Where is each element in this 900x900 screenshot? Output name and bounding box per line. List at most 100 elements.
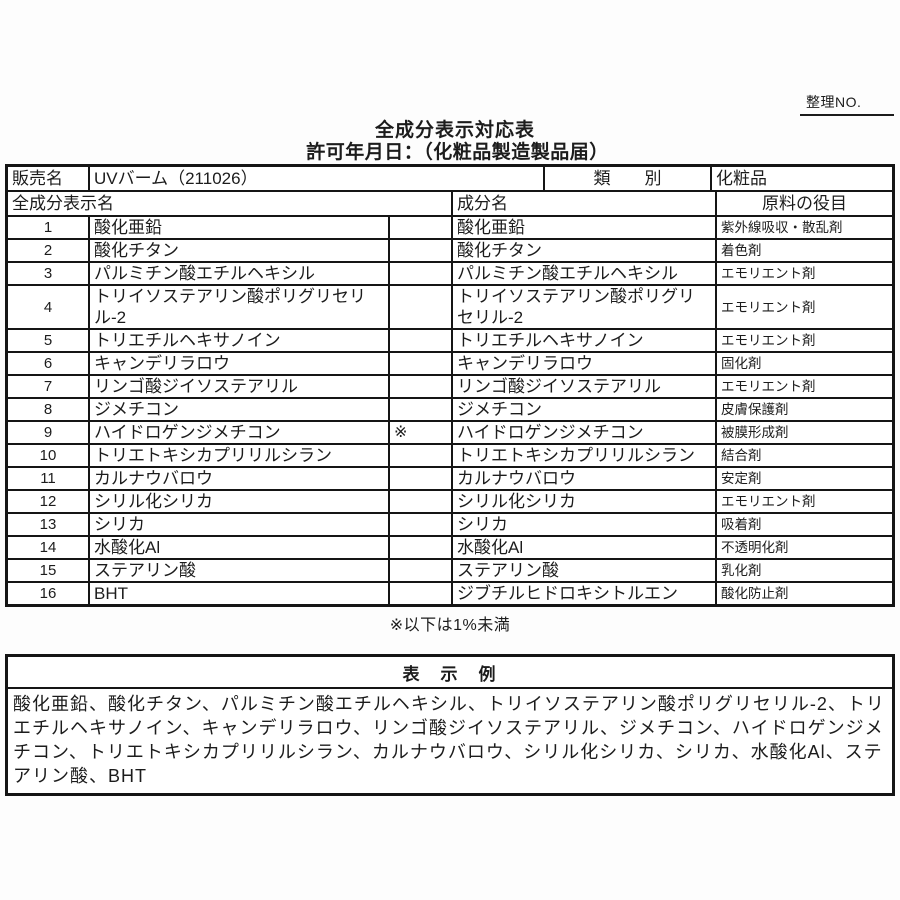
- table-row: 3 パルミチン酸エチルヘキシル パルミチン酸エチルヘキシル エモリエント剤: [8, 263, 892, 286]
- table-row: 10 トリエトキシカプリリルシラン トリエトキシカプリリルシラン 結合剤: [8, 445, 892, 468]
- ingredient-name-cell: シリル化シリカ: [453, 491, 717, 512]
- sales-name-label: 販売名: [8, 167, 90, 190]
- approval-date-line: 許可年月日：（化粧品製造製品届）: [306, 142, 609, 163]
- row-number: 7: [8, 376, 90, 397]
- display-name-cell: トリエチルヘキサノイン: [90, 330, 390, 351]
- column-display-name: 全成分表示名: [8, 192, 453, 215]
- asterisk-mark-cell: [390, 399, 453, 420]
- labeling-example-title: 表 示 例: [8, 657, 892, 689]
- asterisk-mark-cell: [390, 286, 453, 328]
- ingredient-name-cell: ハイドロゲンジメチコン: [453, 422, 717, 443]
- table-row: 13 シリカ シリカ 吸着剤: [8, 514, 892, 537]
- column-ingredient-name: 成分名: [453, 192, 717, 215]
- table-row: 8 ジメチコン ジメチコン 皮膚保護剤: [8, 399, 892, 422]
- display-name-cell: シリル化シリカ: [90, 491, 390, 512]
- role-cell: 安定剤: [721, 471, 762, 486]
- role-cell: 着色剤: [721, 243, 762, 258]
- asterisk-mark-cell: [390, 583, 453, 604]
- role-cell: 乳化剤: [721, 563, 762, 578]
- footnote-under-table: ※以下は1%未満: [389, 617, 511, 634]
- display-name-cell: カルナウバロウ: [90, 468, 390, 489]
- asterisk-mark-cell: [390, 491, 453, 512]
- display-name-cell: ハイドロゲンジメチコン: [90, 422, 390, 443]
- ingredient-name-cell: ステアリン酸: [453, 560, 717, 581]
- display-name-cell: トリエトキシカプリリルシラン: [90, 445, 390, 466]
- product-header-row: 販売名 UVバーム（211026） 類 別 化粧品: [8, 167, 892, 192]
- display-name-cell: パルミチン酸エチルヘキシル: [90, 263, 390, 284]
- display-name-cell: リンゴ酸ジイソステアリル: [90, 376, 390, 397]
- table-row: 16 BHT ジブチルヒドロキシトルエン 酸化防止剤: [8, 583, 892, 604]
- role-cell: エモリエント剤: [721, 299, 816, 315]
- ingredient-name-cell: トリエトキシカプリリルシラン: [453, 445, 717, 466]
- role-cell: エモリエント剤: [721, 494, 816, 509]
- row-number: 8: [8, 399, 90, 420]
- reference-number-field: 整理NO.: [800, 92, 894, 116]
- category-value: 化粧品: [716, 169, 767, 188]
- ingredient-name-cell: シリカ: [453, 514, 717, 535]
- row-number: 9: [8, 422, 90, 443]
- role-cell: 固化剤: [721, 356, 762, 371]
- asterisk-mark-cell: [390, 353, 453, 374]
- table-row: 7 リンゴ酸ジイソステアリル リンゴ酸ジイソステアリル エモリエント剤: [8, 376, 892, 399]
- row-number: 1: [8, 217, 90, 238]
- asterisk-mark-cell: [390, 560, 453, 581]
- asterisk-mark-cell: [390, 376, 453, 397]
- row-number: 10: [8, 445, 90, 466]
- table-row: 1 酸化亜鉛 酸化亜鉛 紫外線吸収・散乱剤: [8, 217, 892, 240]
- asterisk-mark-cell: ※: [390, 422, 453, 443]
- role-cell: エモリエント剤: [721, 379, 816, 394]
- category-label: 類 別: [545, 167, 712, 190]
- role-cell: 被膜形成剤: [721, 425, 789, 440]
- asterisk-mark-cell: [390, 537, 453, 558]
- ingredient-name-cell: 水酸化Al: [453, 537, 717, 558]
- row-number: 11: [8, 468, 90, 489]
- asterisk-mark-cell: [390, 468, 453, 489]
- ingredient-name-cell: ジメチコン: [453, 399, 717, 420]
- role-cell: 結合剤: [721, 448, 762, 463]
- asterisk-mark-cell: [390, 445, 453, 466]
- role-cell: エモリエント剤: [721, 266, 816, 281]
- row-number: 14: [8, 537, 90, 558]
- document-title: 全成分表示対応表: [374, 120, 535, 141]
- labeling-example-box: 表 示 例 酸化亜鉛、酸化チタン、パルミチン酸エチルヘキシル、トリイソステアリン…: [5, 654, 895, 796]
- column-header-row: 全成分表示名 成分名 原料の役目: [8, 192, 892, 217]
- row-number: 3: [8, 263, 90, 284]
- table-row: 5 トリエチルヘキサノイン トリエチルヘキサノイン エモリエント剤: [8, 330, 892, 353]
- ingredient-name-cell: 酸化チタン: [453, 240, 717, 261]
- role-cell: 酸化防止剤: [721, 586, 789, 601]
- ingredient-name-cell: リンゴ酸ジイソステアリル: [453, 376, 717, 397]
- asterisk-mark-cell: [390, 514, 453, 535]
- row-number: 2: [8, 240, 90, 261]
- column-role: 原料の役目: [762, 194, 847, 213]
- display-name-cell: 酸化チタン: [90, 240, 390, 261]
- table-row: 9 ハイドロゲンジメチコン ※ ハイドロゲンジメチコン 被膜形成剤: [8, 422, 892, 445]
- display-name-cell: トリイソステアリン酸ポリグリセリル-2: [90, 286, 390, 328]
- ingredient-name-cell: トリイソステアリン酸ポリグリセリル-2: [453, 286, 717, 328]
- display-name-cell: 酸化亜鉛: [90, 217, 390, 238]
- role-cell: 皮膚保護剤: [721, 402, 789, 417]
- table-row: 4 トリイソステアリン酸ポリグリセリル-2 トリイソステアリン酸ポリグリセリル-…: [8, 286, 892, 330]
- display-name-cell: BHT: [90, 583, 390, 604]
- ingredient-name-cell: パルミチン酸エチルヘキシル: [453, 263, 717, 284]
- role-cell: エモリエント剤: [721, 333, 816, 348]
- ingredient-name-cell: ジブチルヒドロキシトルエン: [453, 583, 717, 604]
- table-row: 2 酸化チタン 酸化チタン 着色剤: [8, 240, 892, 263]
- row-number: 6: [8, 353, 90, 374]
- role-cell: 不透明化剤: [721, 540, 789, 555]
- ingredient-name-cell: トリエチルヘキサノイン: [453, 330, 717, 351]
- table-row: 11 カルナウバロウ カルナウバロウ 安定剤: [8, 468, 892, 491]
- sales-name-value: UVバーム（211026）: [90, 167, 545, 190]
- row-number: 13: [8, 514, 90, 535]
- ingredient-name-cell: キャンデリラロウ: [453, 353, 717, 374]
- role-cell: 吸着剤: [721, 517, 762, 532]
- ingredient-name-cell: 酸化亜鉛: [453, 217, 717, 238]
- asterisk-mark-cell: [390, 263, 453, 284]
- ingredient-rows: 1 酸化亜鉛 酸化亜鉛 紫外線吸収・散乱剤 2 酸化チタン 酸化チタン 着色剤 …: [8, 217, 892, 604]
- row-number: 12: [8, 491, 90, 512]
- display-name-cell: ジメチコン: [90, 399, 390, 420]
- table-row: 14 水酸化Al 水酸化Al 不透明化剤: [8, 537, 892, 560]
- row-number: 15: [8, 560, 90, 581]
- ingredient-correspondence-table: 販売名 UVバーム（211026） 類 別 化粧品 全成分表示名 成分名 原料の…: [5, 164, 895, 607]
- display-name-cell: キャンデリラロウ: [90, 353, 390, 374]
